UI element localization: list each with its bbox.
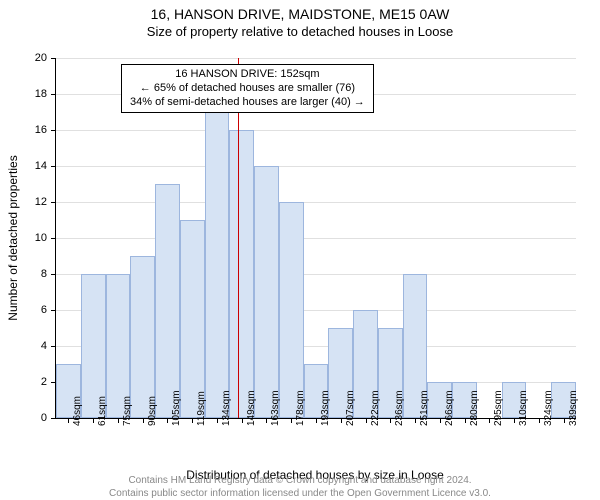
x-tick-label: 266sqm xyxy=(444,390,455,426)
x-tick-label: 324sqm xyxy=(543,390,554,426)
x-tick-label: 222sqm xyxy=(370,390,381,426)
x-tick-label: 61sqm xyxy=(97,396,108,426)
y-tick-label: 10 xyxy=(17,232,47,244)
histogram-bar xyxy=(254,166,279,418)
y-tick-label: 12 xyxy=(17,196,47,208)
footer-line-1: Contains HM Land Registry data © Crown c… xyxy=(0,475,600,488)
x-tick-label: 46sqm xyxy=(72,396,83,426)
x-tick-label: 339sqm xyxy=(568,390,579,426)
x-tick-label: 105sqm xyxy=(171,390,182,426)
plot-region: 46sqm61sqm75sqm90sqm105sqm119sqm134sqm14… xyxy=(55,58,576,419)
histogram-bar xyxy=(130,256,155,418)
chart-root: 16, HANSON DRIVE, MAIDSTONE, ME15 0AW Si… xyxy=(0,6,600,500)
y-tick-label: 20 xyxy=(17,52,47,64)
x-tick-label: 251sqm xyxy=(419,390,430,426)
histogram-bar xyxy=(205,94,230,418)
y-tick-label: 16 xyxy=(17,124,47,136)
histogram-bar xyxy=(155,184,180,418)
y-tick-label: 8 xyxy=(17,268,47,280)
annotation-line: 34% of semi-detached houses are larger (… xyxy=(130,96,365,110)
x-tick-label: 163sqm xyxy=(270,390,281,426)
x-tick-label: 193sqm xyxy=(320,390,331,426)
x-tick-label: 207sqm xyxy=(345,390,356,426)
histogram-bar xyxy=(180,220,205,418)
x-tick-label: 310sqm xyxy=(518,390,529,426)
y-tick-label: 6 xyxy=(17,304,47,316)
x-tick-label: 149sqm xyxy=(246,390,257,426)
x-tick-label: 134sqm xyxy=(221,390,232,426)
x-tick-label: 295sqm xyxy=(493,390,504,426)
y-tick-label: 4 xyxy=(17,340,47,352)
y-tick-label: 0 xyxy=(17,412,47,424)
annotation-line: 16 HANSON DRIVE: 152sqm xyxy=(130,68,365,82)
x-tick-label: 119sqm xyxy=(196,391,207,426)
x-tick-label: 178sqm xyxy=(295,390,306,426)
x-tick-label: 75sqm xyxy=(122,396,133,426)
histogram-bar xyxy=(279,202,304,418)
y-tick-label: 14 xyxy=(17,160,47,172)
page-title: 16, HANSON DRIVE, MAIDSTONE, ME15 0AW xyxy=(0,6,600,22)
annotation-box: 16 HANSON DRIVE: 152sqm← 65% of detached… xyxy=(121,64,374,113)
y-tick-label: 2 xyxy=(17,376,47,388)
annotation-line: ← 65% of detached houses are smaller (76… xyxy=(130,82,365,96)
footer-attribution: Contains HM Land Registry data © Crown c… xyxy=(0,475,600,500)
x-tick-label: 90sqm xyxy=(147,396,158,426)
x-tick-label: 236sqm xyxy=(394,390,405,426)
chart-subtitle: Size of property relative to detached ho… xyxy=(0,24,600,39)
chart-area: 46sqm61sqm75sqm90sqm105sqm119sqm134sqm14… xyxy=(55,58,575,418)
y-tick-label: 18 xyxy=(17,88,47,100)
footer-line-2: Contains public sector information licen… xyxy=(0,488,600,500)
histogram-bar xyxy=(229,130,254,418)
x-tick-label: 280sqm xyxy=(469,390,480,426)
